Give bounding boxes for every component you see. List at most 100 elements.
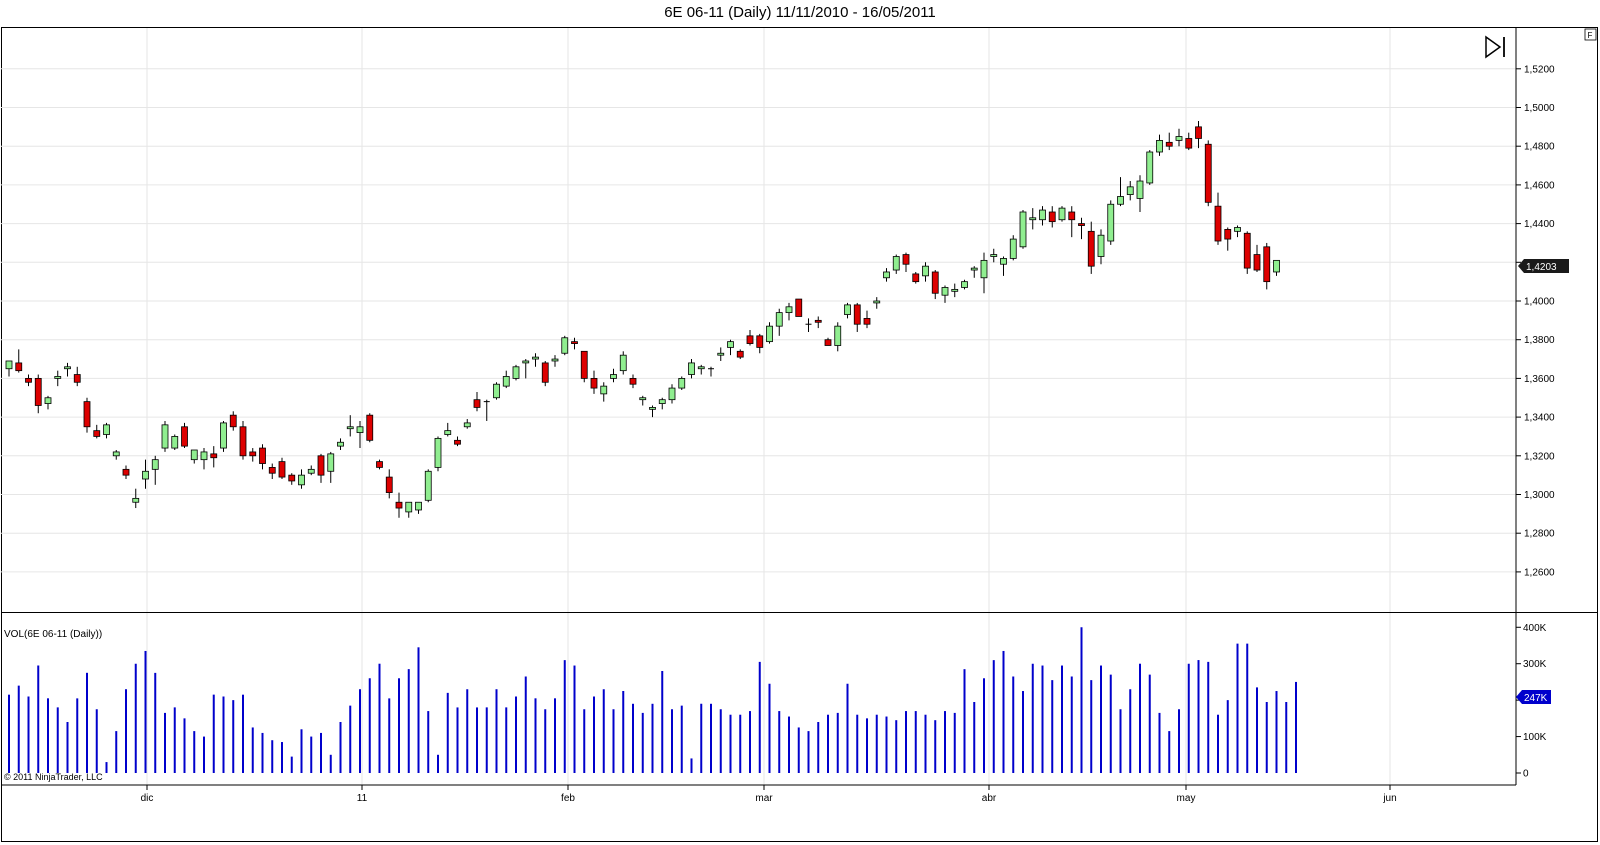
x-tick-label: may	[1177, 793, 1196, 804]
candle	[190, 449, 198, 464]
candle	[541, 360, 549, 387]
candle	[83, 397, 91, 433]
candle	[493, 382, 500, 400]
candle	[1000, 256, 1007, 276]
candle	[1009, 235, 1017, 261]
candle	[337, 438, 344, 450]
candle	[1039, 206, 1046, 226]
volume-indicator-title: VOL(6E 06-11 (Daily))	[4, 629, 102, 640]
candle	[200, 448, 208, 470]
price-y-tick-label: 1,3400	[1524, 413, 1555, 424]
volume-bars	[8, 627, 1297, 773]
candle	[298, 469, 305, 489]
price-candles	[5, 121, 1280, 518]
candle	[922, 262, 929, 282]
candle	[220, 420, 227, 452]
candle	[122, 465, 130, 480]
last-volume-marker: 247K	[1516, 690, 1551, 704]
price-y-tick-label: 1,3600	[1524, 374, 1555, 385]
candle	[376, 459, 383, 470]
candle	[259, 444, 266, 470]
scroll-to-end-icon[interactable]	[1485, 35, 1505, 59]
candle	[210, 446, 218, 468]
candle	[103, 422, 110, 439]
volume-y-tick-label: 0	[1523, 769, 1529, 780]
candle	[756, 333, 764, 354]
candle	[1126, 181, 1134, 201]
x-tick-label: 11	[357, 793, 368, 804]
candle	[1097, 229, 1105, 265]
candle	[522, 359, 530, 379]
candle	[990, 248, 998, 263]
panel-button-label: F	[1588, 31, 1593, 40]
candle	[834, 322, 842, 352]
candle	[551, 355, 559, 367]
price-y-tick-label: 1,2600	[1524, 567, 1555, 578]
chart-frame	[1, 27, 1598, 842]
panel-button-f[interactable]: F	[1584, 28, 1597, 41]
candle	[805, 318, 812, 332]
candle	[892, 254, 900, 274]
candle	[912, 271, 920, 284]
candle	[814, 316, 822, 329]
candle	[1243, 231, 1251, 274]
candle	[278, 457, 286, 480]
candle	[356, 420, 364, 449]
candle	[658, 397, 666, 410]
candle	[863, 310, 871, 329]
candle	[1136, 175, 1144, 212]
candle	[444, 422, 452, 437]
candle	[961, 279, 968, 290]
candle	[434, 436, 442, 472]
candle	[775, 308, 783, 336]
candle	[171, 434, 179, 450]
candle	[931, 270, 939, 300]
candle	[288, 473, 296, 485]
candle	[54, 370, 62, 387]
candle	[678, 376, 686, 391]
last-volume-label: 247K	[1524, 693, 1548, 704]
chart-title: 6E 06-11 (Daily) 11/11/2010 - 16/05/2011	[664, 4, 936, 21]
candle	[454, 436, 461, 447]
candle	[415, 501, 422, 514]
candle	[639, 395, 647, 406]
price-y-tick-label: 1,4400	[1524, 219, 1555, 230]
grid-lines	[1, 28, 1516, 785]
candle	[1068, 206, 1076, 238]
candle	[1263, 242, 1271, 290]
candle	[512, 364, 520, 381]
candle	[1253, 244, 1261, 272]
candle	[883, 268, 890, 282]
candle	[1195, 121, 1202, 149]
candle	[229, 411, 237, 431]
candle	[824, 337, 832, 346]
candle	[746, 330, 754, 346]
candle	[64, 362, 71, 377]
candle	[1156, 134, 1163, 156]
candle	[619, 351, 627, 375]
candle	[395, 492, 403, 518]
last-price-marker: 1,4203	[1518, 259, 1569, 273]
candle	[766, 322, 773, 344]
candle	[239, 420, 247, 460]
candle	[1087, 221, 1095, 274]
candle	[1234, 225, 1241, 238]
candle	[463, 419, 471, 429]
candle	[132, 488, 140, 509]
candle	[561, 335, 569, 356]
candle	[1224, 227, 1232, 251]
axes: dic 11 feb mar abr may jun 1,2600 1,2800 1,3000 1,…	[1, 28, 1598, 804]
price-y-tick-label: 1,3800	[1524, 335, 1555, 346]
candle	[181, 422, 188, 449]
candle	[970, 266, 978, 278]
price-y-tick-label: 1,4800	[1524, 142, 1555, 153]
candle	[532, 353, 539, 367]
price-y-tick-label: 1,4600	[1524, 180, 1555, 191]
candle	[5, 360, 13, 377]
candle	[34, 374, 42, 414]
candle	[44, 395, 52, 410]
candle	[151, 455, 159, 485]
candle	[785, 302, 793, 321]
candle	[142, 459, 149, 489]
